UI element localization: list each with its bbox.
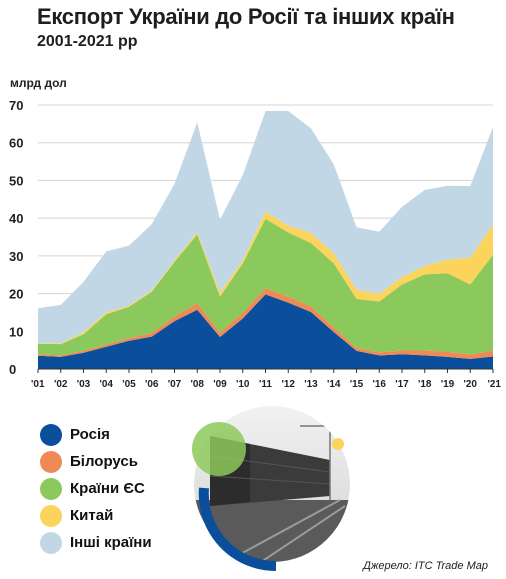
x-tick-label: '05 — [122, 379, 136, 390]
x-tick-label: '08 — [190, 379, 204, 390]
x-tick-label: '04 — [99, 379, 113, 390]
x-tick-label: '02 — [54, 379, 68, 390]
area-series-china — [38, 211, 493, 345]
railway-track-icon — [199, 499, 346, 562]
legend-label: Інші країни — [70, 534, 152, 551]
legend-swatch-eu — [40, 477, 62, 500]
x-tick-label: '11 — [259, 379, 272, 390]
x-tick-label: '18 — [418, 379, 432, 390]
y-tick-label: 60 — [9, 136, 23, 151]
x-tick-label: '13 — [304, 379, 318, 390]
legend-swatch-belarus — [40, 450, 62, 473]
legend-item-russia: Росія — [40, 421, 152, 448]
chart-legend: Росія Білорусь Країни ЄС Китай Інші країни — [40, 421, 152, 556]
x-tick-label: '19 — [441, 379, 455, 390]
legend-item-belarus: Білорусь — [40, 448, 152, 475]
legend-swatch-china — [40, 504, 62, 527]
china-color-dot — [332, 438, 344, 450]
legend-label: Білорусь — [70, 453, 138, 470]
y-tick-label: 50 — [9, 173, 23, 188]
legend-item-other: Інші країни — [40, 529, 152, 556]
x-tick-label: '17 — [395, 379, 409, 390]
x-tick-label: '06 — [145, 379, 159, 390]
chart-subtitle: 2001-2021 рр — [37, 33, 138, 50]
x-tick-label: '01 — [31, 379, 45, 390]
legend-item-china: Китай — [40, 502, 152, 529]
x-tick-label: '16 — [372, 379, 386, 390]
x-tick-label: '21 — [487, 379, 501, 390]
chart-title: Експорт України до Росії та інших країн — [37, 4, 455, 29]
legend-item-eu: Країни ЄС — [40, 475, 152, 502]
axis-group: 0 10 20 30 40 50 60 70 '01 '02 '03 '04 '05 '06 '07 '08 '… — [9, 98, 501, 390]
source-note: Джерело: ITC Trade Map — [363, 560, 488, 572]
y-tick-label: 70 — [9, 98, 23, 113]
y-tick-label: 20 — [9, 287, 23, 302]
area-series-group — [38, 111, 493, 369]
area-series-other — [38, 111, 493, 344]
legend-swatch-russia — [40, 423, 62, 446]
legend-label: Країни ЄС — [70, 480, 145, 497]
x-tick-label: '15 — [350, 379, 364, 390]
y-tick-label: 0 — [9, 362, 16, 377]
y-tick-label: 10 — [9, 324, 23, 339]
y-tick-label: 30 — [9, 249, 23, 264]
legend-label: Китай — [70, 507, 114, 524]
legend-swatch-other — [40, 531, 62, 554]
x-tick-label: '10 — [236, 379, 250, 390]
area-series-belarus — [38, 288, 493, 359]
legend-label: Росія — [70, 426, 110, 443]
y-axis-unit-label: млрд дол — [10, 76, 67, 90]
x-tick-label: '12 — [281, 379, 295, 390]
photo-circle — [194, 406, 350, 562]
russia-color-arc — [198, 487, 277, 572]
railway-photo-illustration — [192, 406, 350, 572]
area-series-eu — [38, 218, 493, 356]
eu-color-dot — [192, 422, 246, 476]
stacked-area-chart: 0 10 20 30 40 50 60 70 '01 '02 '03 '04 '05 '06 '07 '08 '… — [9, 98, 501, 390]
x-tick-label: '09 — [213, 379, 227, 390]
area-series-russia — [38, 294, 493, 369]
x-tick-label: '14 — [327, 379, 341, 390]
x-tick-label: '07 — [168, 379, 182, 390]
y-tick-label: 40 — [9, 211, 23, 226]
x-tick-label: '03 — [77, 379, 91, 390]
x-tick-label: '20 — [463, 379, 477, 390]
